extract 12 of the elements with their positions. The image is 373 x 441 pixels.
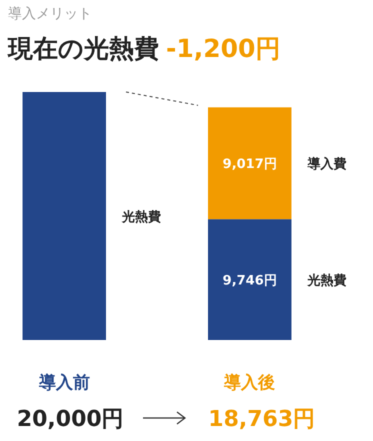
chart-title: 現在の光熱費 [7,34,159,63]
total-label: 18,763円 [208,407,316,432]
chart-subtitle: 導入メリット [8,6,92,22]
series-label: 導入費 [306,156,346,172]
data-label: 9,017円 [222,157,277,172]
data-label: 20,000円 [16,407,124,432]
x-tick-label: 導入前 [38,373,90,393]
data-label: 9,746円 [222,274,277,289]
text: -1,200円 [166,34,280,63]
series-label: 光熱費 [121,209,161,225]
x-tick-label: 導入後 [223,373,276,393]
text: 光熱費 [307,274,346,289]
